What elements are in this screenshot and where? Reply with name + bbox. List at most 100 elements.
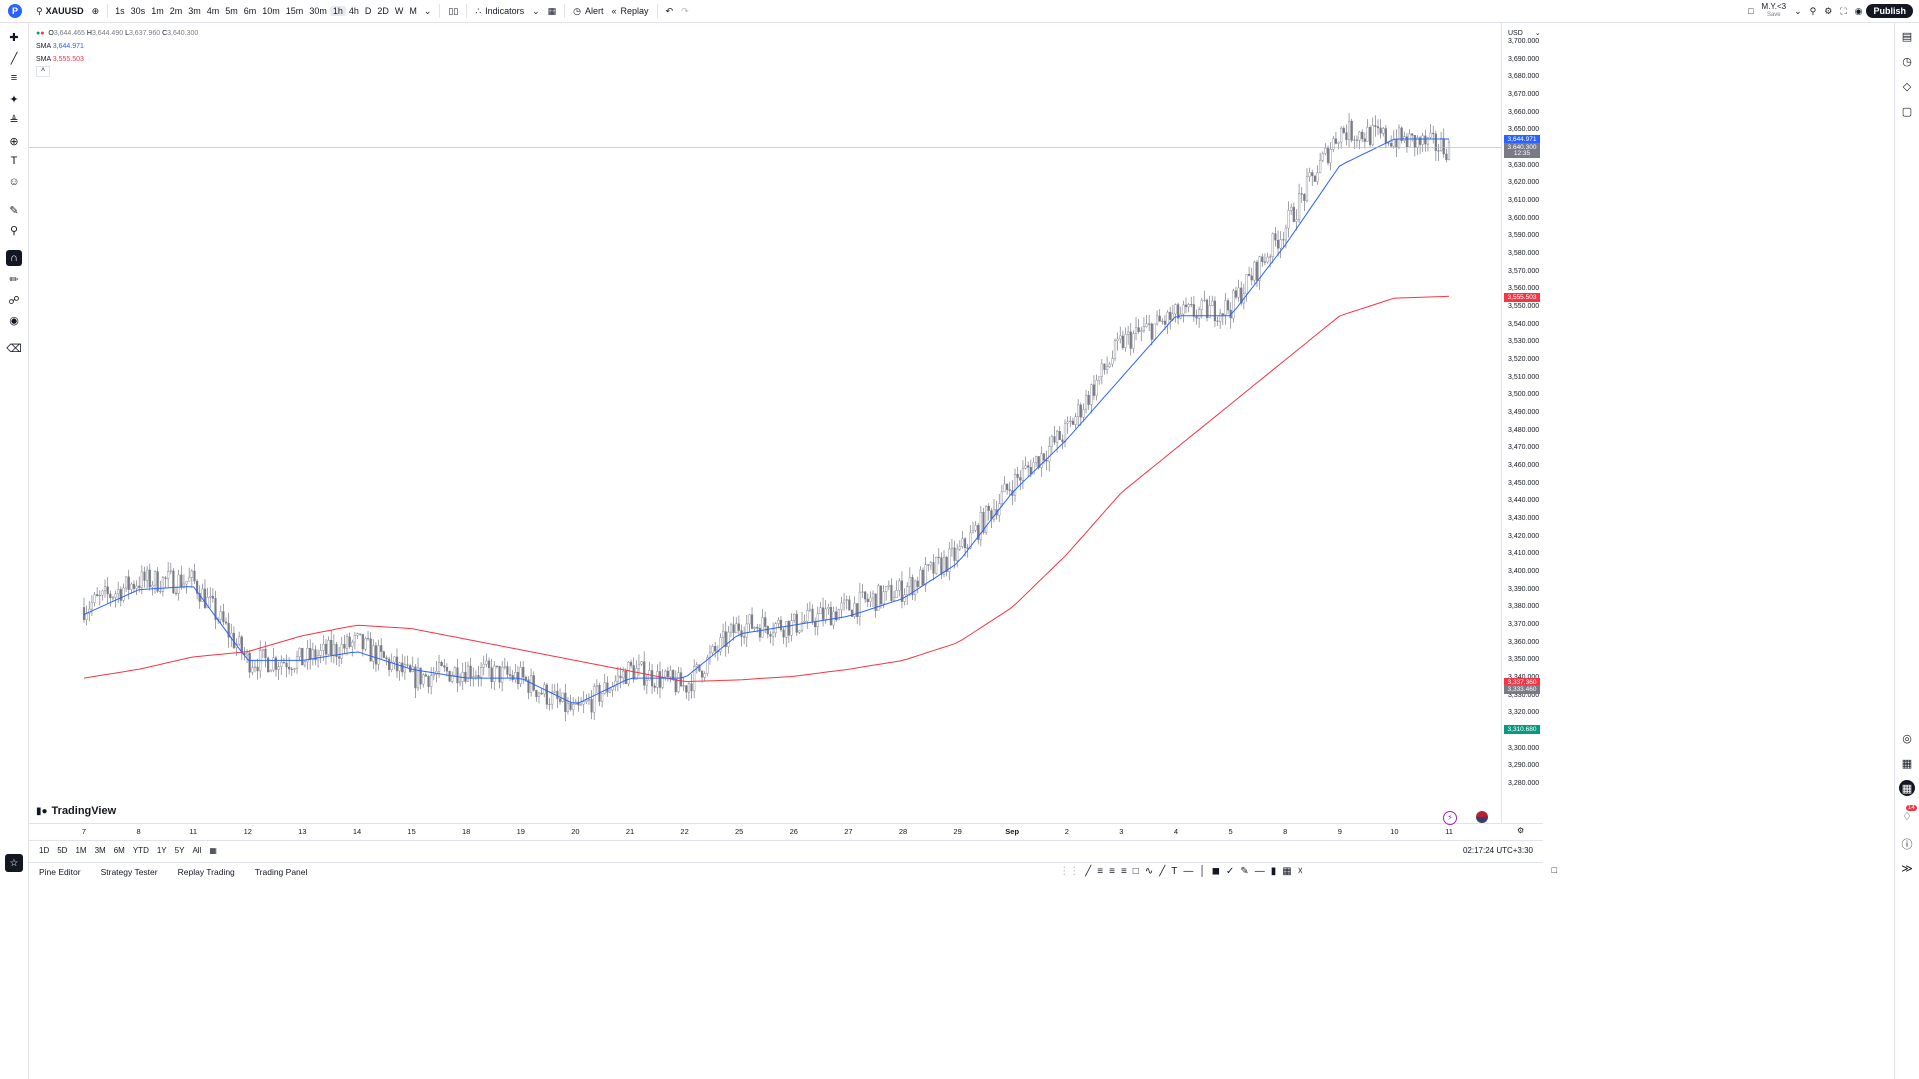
us-flag-icon[interactable] (1476, 811, 1488, 823)
ray-icon[interactable]: ╱ (1159, 866, 1166, 877)
zoom-icon[interactable]: ⚲ (9, 224, 19, 237)
brush-icon[interactable]: ⊕ (9, 135, 19, 148)
replay-button[interactable]: « Replay (608, 0, 653, 22)
compare-button[interactable]: ⊕ (88, 0, 104, 22)
long-position-icon[interactable]: ▮ (1270, 866, 1277, 877)
apps-grid-icon[interactable]: ▦ (1899, 780, 1915, 796)
lightning-icon[interactable]: ⚡ (1443, 811, 1457, 825)
timeframe-30s[interactable]: 30s (130, 6, 146, 16)
text-icon[interactable]: T (1171, 866, 1178, 877)
timeframe-10m[interactable]: 10m (262, 6, 280, 16)
target-icon[interactable]: ◎ (1902, 732, 1912, 745)
stay-drawing-icon[interactable]: ✏ (9, 273, 19, 286)
path-icon[interactable]: ∿ (1144, 866, 1154, 877)
timeframe-W[interactable]: W (394, 6, 404, 16)
quick-search-button[interactable]: ⚲ (1806, 0, 1821, 22)
alert-button[interactable]: ◷ Alert (569, 0, 607, 22)
currency-selector[interactable]: USD ⌄ (1508, 29, 1541, 37)
timeframe-4h[interactable]: 4h (348, 6, 359, 16)
range-5y[interactable]: 5Y (174, 845, 185, 855)
fullscreen-button[interactable]: ⛶ (1836, 0, 1850, 22)
range-1y[interactable]: 1Y (156, 845, 167, 855)
polyline-icon[interactable]: ◼ (1211, 866, 1220, 877)
timeframe-15m[interactable]: 15m (285, 6, 304, 16)
settings-button[interactable]: ⚙ (1820, 0, 1836, 22)
tab-strategy-tester[interactable]: Strategy Tester (100, 866, 158, 877)
snapshot-button[interactable]: ◉ (1851, 0, 1867, 22)
trash-icon[interactable]: ⌫ (6, 342, 22, 355)
timeframe-3m[interactable]: 3m (188, 6, 201, 16)
clock-readout[interactable]: 02:17:24 UTC+3:30 (1462, 845, 1533, 855)
crosshair-icon[interactable]: ✚ (9, 31, 19, 44)
forecast-icon[interactable]: ≜ (9, 114, 19, 127)
range-6m[interactable]: 6M (113, 845, 125, 855)
eraser-icon[interactable]: ☓ (1297, 866, 1303, 877)
fib-icon[interactable]: ≡ (10, 72, 18, 84)
timeframe-dropdown[interactable]: ⌄ (420, 0, 436, 22)
text-icon[interactable]: T (10, 155, 18, 167)
fast-forward-icon[interactable]: ≫ (1901, 862, 1913, 875)
alarm-clock-icon[interactable]: ◷ (1902, 55, 1912, 68)
highlighter-icon[interactable]: ✎ (1240, 866, 1249, 877)
brush-icon[interactable]: ✓ (1225, 866, 1235, 877)
regression-icon[interactable]: ≡ (1120, 866, 1127, 877)
chat-icon[interactable]: ▢ (1901, 105, 1913, 118)
indicators-button[interactable]: ∴ Indicators ⌄ (471, 0, 543, 22)
range-1m[interactable]: 1M (75, 845, 87, 855)
timeframe-2m[interactable]: 2m (169, 6, 183, 16)
layout-name-button[interactable]: M.Y.<3 Save (1758, 0, 1791, 22)
price-chart[interactable] (29, 23, 1501, 823)
eye-icon[interactable]: ◉ (9, 314, 19, 327)
timeframe-1h[interactable]: 1h (329, 6, 346, 16)
legend-collapse-button[interactable]: ˄ (36, 66, 50, 77)
calendar-icon[interactable]: ▦ (1901, 757, 1913, 770)
watchlist-icon[interactable]: ▤ (1901, 30, 1913, 43)
timeframe-D[interactable]: D (364, 6, 372, 16)
tradingview-watermark[interactable]: ▮● TradingView (36, 805, 116, 817)
horizontal-line-icon[interactable]: — (1254, 866, 1265, 877)
maximize-button[interactable]: □ (1551, 865, 1557, 875)
rectangle-icon[interactable]: □ (1132, 866, 1139, 877)
watchlist-star-icon[interactable]: ☆ (5, 854, 23, 872)
timeframe-5m[interactable]: 5m (225, 6, 238, 16)
tab-replay-trading[interactable]: Replay Trading (177, 866, 235, 877)
timeframe-M[interactable]: M (409, 6, 417, 16)
layout-button[interactable]: □ (1744, 0, 1757, 22)
trend-line-icon[interactable]: ╱ (1085, 866, 1092, 877)
sma-fast-row[interactable]: SMA 3,644.971 (36, 40, 198, 53)
range-3m[interactable]: 3M (94, 845, 106, 855)
timeframe-4m[interactable]: 4m (206, 6, 220, 16)
pattern-icon[interactable]: ✦ (9, 93, 19, 106)
tab-pine-editor[interactable]: Pine Editor (39, 866, 81, 877)
timeframe-6m[interactable]: 6m (243, 6, 257, 16)
notifications-icon[interactable]: ♢ 14 (1899, 805, 1917, 824)
layout-dropdown[interactable]: ⌄ (1790, 0, 1806, 22)
profile-avatar[interactable]: P (8, 4, 22, 18)
lock-icon[interactable]: ☍ (8, 294, 20, 307)
ruler-icon[interactable]: ✎ (9, 204, 19, 217)
horizontal-lines-icon[interactable]: ≡ (1097, 866, 1104, 877)
chart-type-button[interactable]: ▯▯ (444, 0, 462, 22)
range-ytd[interactable]: YTD (132, 845, 149, 855)
timeframe-30m[interactable]: 30m (309, 6, 327, 16)
help-icon[interactable]: ⓘ (1901, 839, 1913, 851)
timeframe-2D[interactable]: 2D (377, 6, 389, 16)
layers-icon[interactable]: ◇ (1902, 80, 1912, 93)
vertical-line-icon[interactable]: │ (1199, 866, 1206, 877)
trend-line-icon[interactable]: ╱ (10, 52, 18, 65)
chart-pane[interactable] (29, 23, 1501, 823)
range-all[interactable]: All (192, 845, 202, 855)
axis-settings-icon[interactable]: ⚙ (1517, 826, 1525, 835)
timeframe-1m[interactable]: 1m (151, 6, 164, 16)
emoji-icon[interactable]: ☺ (8, 176, 20, 188)
parallel-channel-icon[interactable]: ≡ (1109, 866, 1115, 877)
undo-button[interactable]: ↶ (662, 0, 678, 22)
range-5d[interactable]: 5D (57, 845, 68, 855)
timeframe-1s[interactable]: 1s (115, 6, 125, 16)
range-1d[interactable]: 1D (39, 845, 50, 855)
magnet-icon[interactable]: ∩ (6, 250, 22, 266)
time-axis[interactable]: 7 8 11 12 13 14 15 18 19 20 21 22 25 26 27 28 29 Sep 2 3 4 5 8… (29, 823, 1543, 838)
publish-button[interactable]: Publish (1866, 4, 1913, 18)
symbol-search[interactable]: ⚲ XAUUSD (32, 0, 88, 22)
sma-slow-row[interactable]: SMA 3,555.503 (36, 53, 198, 66)
